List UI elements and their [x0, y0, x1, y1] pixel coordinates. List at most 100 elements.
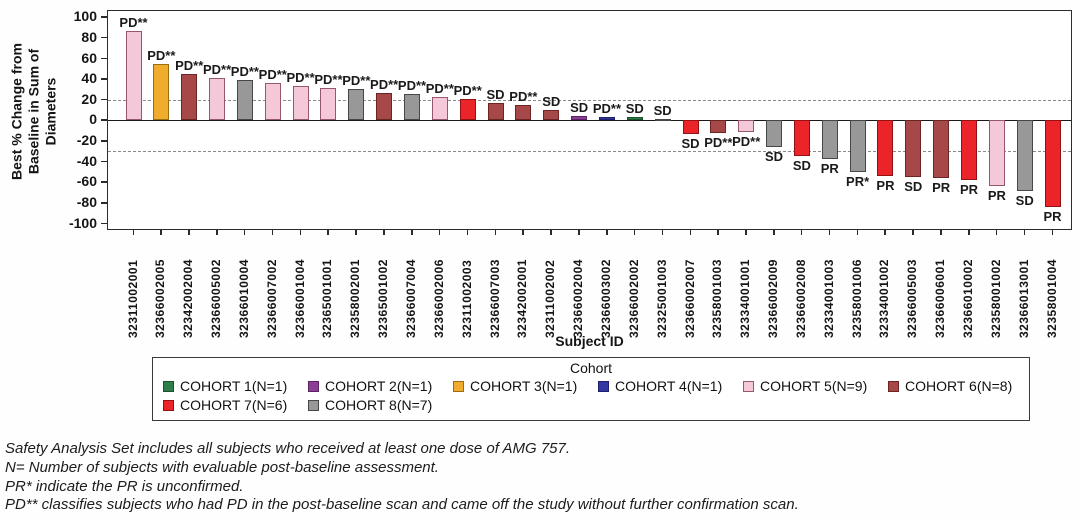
- x-tick-mark: [188, 230, 190, 235]
- x-tick-mark: [661, 230, 664, 235]
- subject-id-label: 32334001002: [877, 259, 892, 338]
- subject-id-label: 32358002001: [348, 259, 363, 338]
- x-tick-mark: [243, 230, 246, 235]
- bar-32365001002: [376, 92, 393, 121]
- subject-id-label: 32366007004: [404, 259, 418, 338]
- subject-id-label: 32311002001: [125, 259, 140, 338]
- x-tick-mark: [160, 230, 162, 235]
- bar-32366007004: [404, 93, 420, 121]
- bar-32366002004: [571, 116, 588, 121]
- subject-id-label: 32342002001: [515, 259, 530, 338]
- bar-32366010002: [961, 120, 977, 181]
- x-tick-mark: [550, 230, 552, 235]
- legend-swatch: [888, 380, 899, 392]
- subject-id-label: 32366002008: [793, 259, 808, 338]
- response-label: PR: [987, 187, 1006, 203]
- subject-id-label: 32358001006: [849, 259, 864, 338]
- y-tick-mark: [101, 119, 107, 122]
- legend-item: COHORT 3(N=1): [453, 378, 598, 394]
- subject-id-label: 32366007002: [264, 259, 279, 338]
- bar-32366002006: [431, 96, 448, 121]
- response-label: SD: [904, 179, 923, 195]
- response-label: PD**: [119, 14, 148, 30]
- x-tick-mark: [717, 230, 719, 235]
- x-tick-mark: [968, 230, 970, 235]
- bar-32358001006: [849, 120, 866, 173]
- x-tick-mark: [132, 230, 135, 235]
- legend-item: COHORT 5(N=9): [743, 378, 888, 394]
- response-label: PD**: [286, 70, 315, 86]
- legend-swatch: [163, 380, 174, 392]
- response-label: PD**: [704, 134, 733, 150]
- bar-32311002003: [459, 98, 476, 121]
- subject-id-label: 32366001004: [292, 259, 307, 338]
- bar-32366006001: [933, 120, 950, 179]
- subject-id-label: 32366010004: [236, 259, 251, 338]
- subject-id-label: 32366013001: [1016, 259, 1031, 338]
- legend-label: COHORT 3(N=1): [470, 378, 578, 394]
- response-label: PD**: [342, 73, 371, 89]
- legend-box: Cohort COHORT 1(N=1) COHORT 2(N=1) COHORT …: [152, 357, 1030, 421]
- bar-32366002002: [626, 117, 643, 121]
- footnote-line: Safety Analysis Set includes all subject…: [5, 440, 571, 457]
- x-tick-mark: [271, 230, 274, 235]
- response-label: PD**: [147, 47, 176, 63]
- bar-32366002007: [682, 120, 699, 134]
- legend-swatch: [743, 380, 754, 392]
- bar-32334001003: [821, 120, 838, 159]
- subject-id-label: 32311002003: [459, 259, 474, 338]
- bar-32311002001: [125, 30, 142, 121]
- subject-id-label: 32342002004: [181, 259, 196, 338]
- subject-id-label: 32366002009: [766, 259, 781, 338]
- bar-32358001003: [710, 120, 727, 133]
- legend-label: COHORT 7(N=6): [180, 397, 288, 413]
- y-tick-mark: [101, 78, 107, 80]
- subject-id-label: 32366002007: [682, 259, 697, 338]
- legend-label: COHORT 8(N=7): [325, 397, 433, 413]
- x-tick-mark: [856, 230, 859, 235]
- subject-id-label: 32366002006: [431, 259, 446, 338]
- legend-swatch: [453, 380, 464, 392]
- response-label: SD: [625, 101, 644, 117]
- legend-label: COHORT 2(N=1): [325, 378, 433, 394]
- legend-item: COHORT 2(N=1): [308, 378, 453, 394]
- y-tick-label: -40: [76, 152, 97, 169]
- bar-32311002002: [543, 110, 560, 121]
- subject-id-label: 32366002002: [626, 259, 641, 338]
- bar-32366003002: [598, 117, 615, 121]
- subject-id-label: 32366007003: [487, 259, 502, 338]
- y-tick-mark: [101, 222, 107, 225]
- response-label: PD**: [592, 101, 622, 117]
- x-tick-mark: [216, 230, 218, 235]
- response-label: PD**: [370, 76, 399, 92]
- x-axis-title: Subject ID: [555, 333, 624, 349]
- plot-area: PD** PD** PD** PD** PD** PD** PD** PD** PD** PD**…: [107, 10, 1072, 230]
- response-label: PD**: [175, 58, 204, 73]
- x-tick-mark: [578, 230, 580, 235]
- bar-32366002009: [766, 120, 783, 148]
- y-tick-mark: [101, 202, 107, 204]
- y-tick-label: -20: [76, 132, 97, 149]
- x-tick-mark: [355, 230, 357, 235]
- x-tick-mark: [605, 230, 608, 235]
- bar-32342002001: [515, 104, 532, 121]
- response-label: SD: [486, 86, 505, 102]
- legend-item: COHORT 7(N=6): [163, 397, 308, 413]
- x-tick-mark: [912, 230, 914, 235]
- y-tick-label: 100: [73, 8, 97, 25]
- legend-title: Cohort: [569, 360, 613, 376]
- legend-items: COHORT 1(N=1) COHORT 2(N=1) COHORT 3(N=1) C…: [153, 376, 1029, 413]
- bar-32334001002: [877, 120, 894, 177]
- bar-32358001002: [988, 120, 1005, 186]
- legend-label: COHORT 5(N=9): [760, 378, 868, 394]
- x-tick-mark: [800, 230, 803, 235]
- x-tick-mark: [411, 230, 413, 235]
- response-label: PD**: [202, 62, 232, 78]
- subject-id-label: 32358001003: [710, 259, 725, 338]
- x-tick-mark: [745, 230, 747, 235]
- subject-id-label: 32366003002: [598, 259, 613, 338]
- subject-id-label: 32325001003: [654, 259, 669, 338]
- response-label: SD: [681, 135, 700, 151]
- y-tick-label: 60: [81, 49, 97, 66]
- y-tick-mark: [101, 57, 107, 60]
